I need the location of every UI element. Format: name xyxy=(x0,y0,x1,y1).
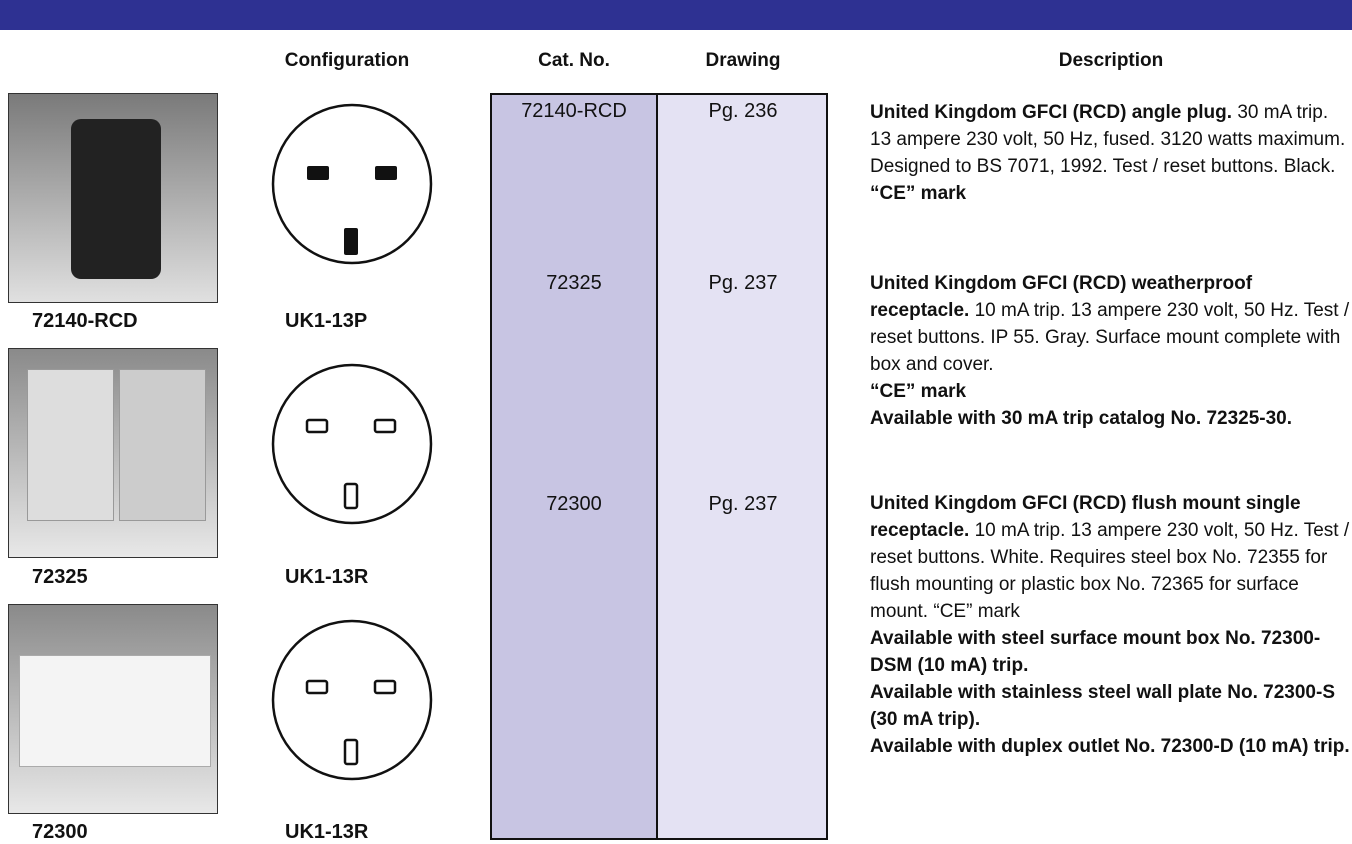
product-photo xyxy=(8,348,218,558)
photo-label: 72300 xyxy=(32,821,88,844)
configuration-label: UK1-13R xyxy=(285,566,368,589)
cat-no: 72325 xyxy=(490,272,658,295)
cat-no: 72300 xyxy=(490,493,658,516)
drawing-column xyxy=(656,93,828,840)
product-photo xyxy=(8,93,218,303)
cat-no: 72140-RCD xyxy=(490,100,658,123)
photo-label: 72140-RCD xyxy=(32,310,138,333)
wall-plate xyxy=(19,655,211,767)
description-note: “CE” mark xyxy=(870,378,1352,405)
configuration-label: UK1-13P xyxy=(285,310,367,333)
header-description: Description xyxy=(870,50,1352,72)
description-title: United Kingdom GFCI (RCD) angle plug. xyxy=(870,102,1232,123)
description-note: Available with steel surface mount box N… xyxy=(870,625,1352,679)
receptacle-face xyxy=(273,365,431,523)
photo-label: 72325 xyxy=(32,566,88,589)
header-configuration: Configuration xyxy=(257,50,437,72)
page: Configuration Cat. No. Drawing Descripti… xyxy=(0,0,1352,844)
configuration-label: UK1-13R xyxy=(285,821,368,844)
header-cat-no: Cat. No. xyxy=(490,50,658,72)
drawing-page: Pg. 236 xyxy=(659,100,827,123)
receptacle xyxy=(119,369,206,521)
header-drawing: Drawing xyxy=(658,50,828,72)
description: United Kingdom GFCI (RCD) weatherproof r… xyxy=(870,270,1352,432)
description-note: Available with duplex outlet No. 72300-D… xyxy=(870,733,1352,760)
description-note: “CE” mark xyxy=(870,180,1352,207)
drawing-page: Pg. 237 xyxy=(659,272,827,295)
drawing-page: Pg. 237 xyxy=(659,493,827,516)
configuration-drawings xyxy=(260,95,450,795)
plug-face xyxy=(273,105,431,263)
cat-column xyxy=(490,93,658,840)
description: United Kingdom GFCI (RCD) angle plug. 30… xyxy=(870,99,1352,207)
description-note: Available with stainless steel wall plat… xyxy=(870,679,1352,733)
plug-body xyxy=(71,119,161,279)
product-photo xyxy=(8,604,218,814)
description-note: Available with 30 mA trip catalog No. 72… xyxy=(870,405,1352,432)
top-bar xyxy=(0,0,1352,30)
receptacle xyxy=(27,369,114,521)
receptacle-face xyxy=(273,621,431,779)
description: United Kingdom GFCI (RCD) flush mount si… xyxy=(870,490,1352,760)
